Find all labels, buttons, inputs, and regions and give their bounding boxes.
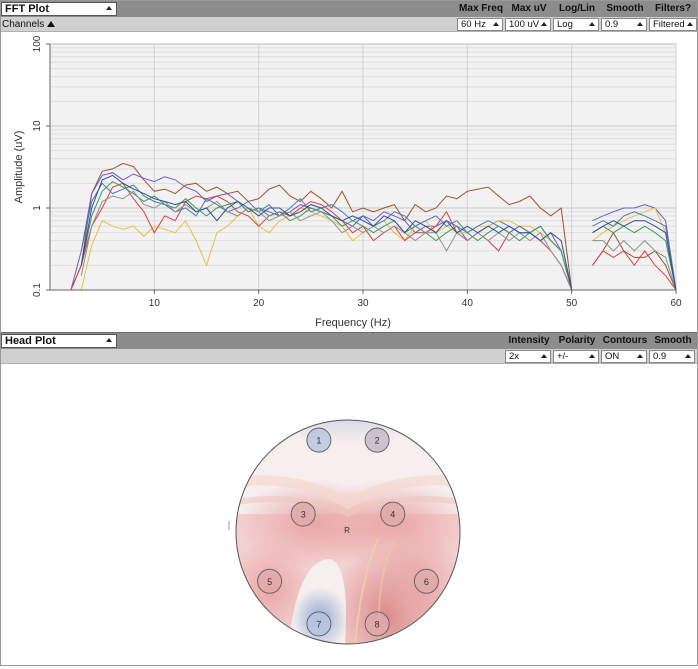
caret-up-icon [637,22,643,26]
intensity-dropdown[interactable]: 2x [505,350,551,363]
x-tick-label: 30 [357,298,369,309]
log-lin-value: Log [557,19,573,30]
electrode-label: 3 [301,510,306,520]
head-widget-label: Head Plot [5,335,56,347]
electrode-1[interactable]: 1 [307,428,331,452]
filters-value: Filtered [653,19,685,30]
electrode-label: 2 [375,436,380,446]
y-tick-label: 10 [32,120,43,132]
fft-plot-area: 10 20 30 40 50 60 0.1 1 10 100 Frequency (Hz) Ampli… [0,32,698,332]
electrode-5[interactable]: 5 [258,569,282,593]
fft-smooth-dropdown[interactable]: 0.9 [601,18,647,31]
fft-panel-header: FFT Plot Max Freq Max uV Log/Lin Smooth … [0,0,698,17]
electrode-label: 8 [375,619,380,629]
reference-label: R [344,526,350,535]
max-uv-dropdown[interactable]: 100 uV [505,18,551,31]
intensity-label: Intensity [505,335,553,346]
electrode-label: 1 [316,436,321,446]
caret-up-icon [541,22,547,26]
contours-value: ON [605,351,619,362]
head-smooth-value: 0.9 [653,351,666,362]
polarity-label: Polarity [553,335,601,346]
x-tick-label: 20 [253,298,265,309]
electrode-7[interactable]: 7 [307,612,331,636]
y-tick-label: 100 [32,35,43,52]
fft-smooth-value: 0.9 [605,19,618,30]
polarity-value: +/- [557,351,568,362]
contours-label: Contours [601,335,649,346]
electrode-label: 6 [424,577,429,587]
max-freq-value: 60 Hz [461,19,486,30]
head-smooth-label: Smooth [649,335,697,346]
caret-up-icon [687,22,693,26]
contours-dropdown[interactable]: ON [601,350,647,363]
fft-chart: 10 20 30 40 50 60 0.1 1 10 100 Frequency (Hz) Ampli… [0,32,698,332]
polarity-dropdown[interactable]: +/- [553,350,599,363]
head-heatmap [225,376,472,666]
y-axis-label: Amplitude (uV) [13,131,25,204]
electrode-8[interactable]: 8 [365,612,389,636]
log-lin-dropdown[interactable]: Log [553,18,599,31]
caret-up-icon [493,22,499,26]
x-tick-label: 50 [566,298,578,309]
electrode-3[interactable]: 3 [291,502,315,526]
filters-dropdown[interactable]: Filtered [649,18,697,31]
head-subbar: 2x +/- ON 0.9 [0,349,698,364]
head-panel-header: Head Plot Intensity Polarity Contours Sm… [0,332,698,349]
channels-toggle[interactable]: Channels [2,18,55,31]
fft-widget-label: FFT Plot [5,3,49,15]
fft-widget-selector[interactable]: FFT Plot [1,2,117,16]
y-tick-label: 1 [32,205,43,211]
electrode-2[interactable]: 2 [365,428,389,452]
head-widget-selector[interactable]: Head Plot [1,334,117,348]
fft-smooth-label: Smooth [601,3,649,14]
intensity-value: 2x [509,351,519,362]
caret-up-icon [637,354,643,358]
fft-filters-label: Filters? [649,3,697,14]
head-map: R 1 2 3 4 5 6 7 8 [0,364,698,666]
head-smooth-dropdown[interactable]: 0.9 [649,350,695,363]
x-tick-label: 10 [149,298,161,309]
x-tick-label: 40 [462,298,474,309]
caret-up-icon [589,354,595,358]
electrode-label: 7 [316,619,321,629]
caret-up-icon [589,22,595,26]
max-uv-value: 100 uV [509,19,539,30]
fft-max-freq-label: Max Freq [457,3,505,14]
electrode-4[interactable]: 4 [381,502,405,526]
triangle-up-icon [47,21,55,27]
x-axis-label: Frequency (Hz) [315,317,391,329]
x-tick-label: 60 [670,298,682,309]
y-tick-label: 0.1 [32,283,43,297]
caret-up-icon [541,354,547,358]
electrode-6[interactable]: 6 [414,569,438,593]
caret-up-icon [106,338,112,342]
electrode-label: 5 [267,577,272,587]
caret-up-icon [685,354,691,358]
electrode-label: 4 [390,510,395,520]
max-freq-dropdown[interactable]: 60 Hz [457,18,503,31]
fft-subbar: Channels 60 Hz 100 uV Log 0.9 Filtered [0,17,698,32]
fft-max-uv-label: Max uV [505,3,553,14]
head-plot-area: R 1 2 3 4 5 6 7 8 [0,364,698,666]
caret-up-icon [106,6,112,10]
channels-label: Channels [2,19,44,30]
fft-log-lin-label: Log/Lin [553,3,601,14]
